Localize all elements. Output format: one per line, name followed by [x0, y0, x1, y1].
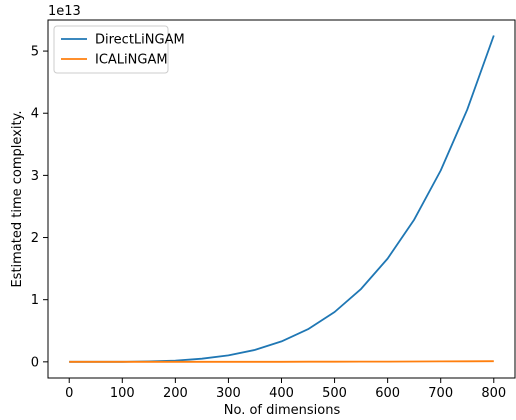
x-tick-label: 700 [428, 386, 453, 401]
x-tick-label: 600 [375, 386, 400, 401]
legend-label-1: ICALiNGAM [95, 53, 168, 68]
y-tick-label: 4 [31, 107, 39, 122]
series-line-0 [69, 35, 495, 363]
x-tick-label: 400 [269, 386, 294, 401]
y-tick-label: 1 [31, 293, 39, 308]
y-tick-label: 2 [31, 231, 39, 246]
plot-frame [47, 19, 516, 379]
y-axis-label: Estimated time complexity. [10, 110, 25, 287]
x-tick-label: 500 [322, 386, 347, 401]
x-axis-label: No. of dimensions [224, 403, 341, 418]
x-tick-label: 800 [481, 386, 506, 401]
x-tick-label: 0 [65, 386, 73, 401]
legend: DirectLiNGAM ICALiNGAM [53, 25, 185, 74]
legend-label-0: DirectLiNGAM [95, 33, 185, 48]
y-tick-label: 5 [31, 45, 39, 60]
y-axis-offset-text: 1e13 [48, 4, 81, 19]
legend-box [53, 25, 169, 74]
x-tick-label: 300 [216, 386, 241, 401]
axes-layer: 0 100 200 300 400 500 600 700 800 0 1 2 3 4 5 [31, 19, 516, 401]
x-tick-label: 100 [110, 386, 135, 401]
y-tick-label: 0 [31, 355, 39, 370]
y-tick-label: 3 [31, 169, 39, 184]
series-layer [69, 35, 495, 363]
series-line-1 [69, 360, 494, 363]
x-tick-label: 200 [163, 386, 188, 401]
